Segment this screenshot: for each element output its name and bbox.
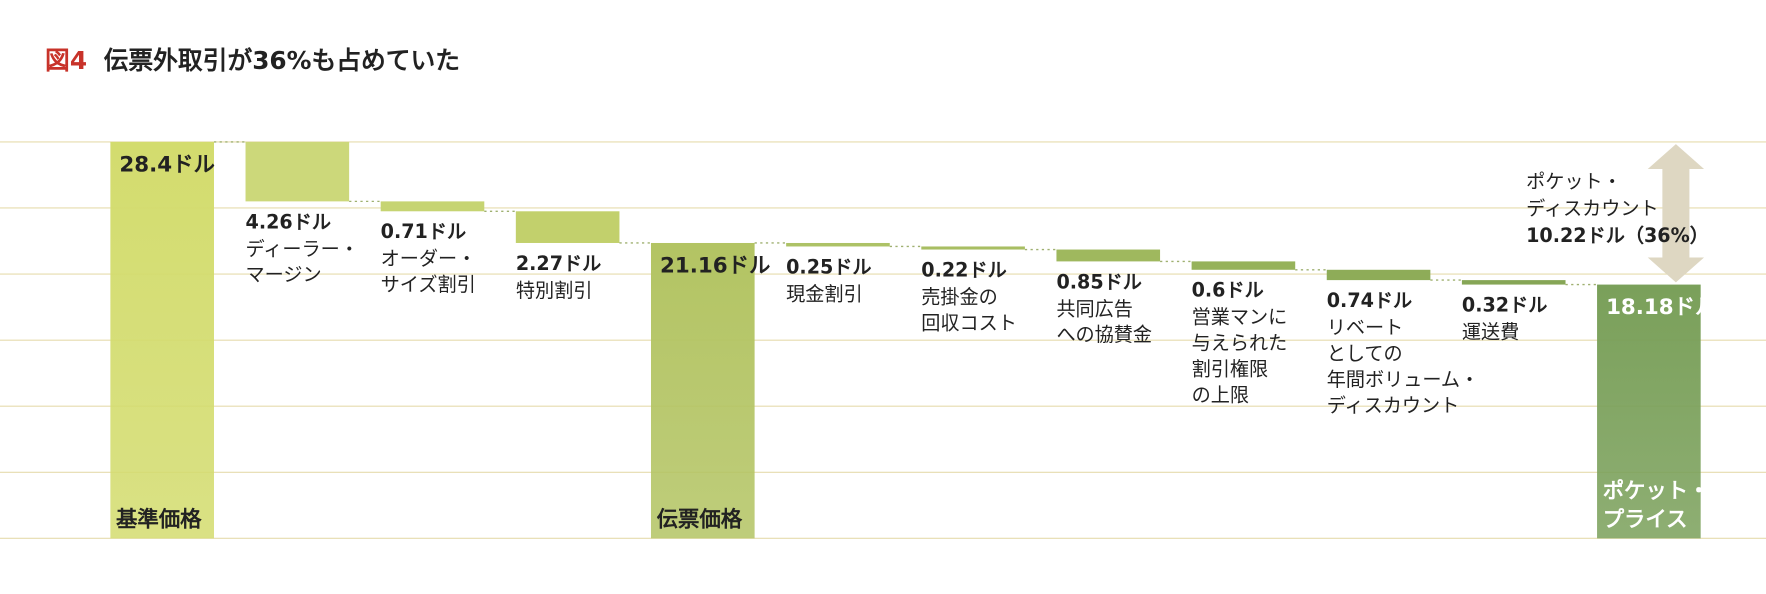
value-label: 0.85ドル — [1056, 270, 1141, 293]
category-label: 伝票価格 — [657, 506, 743, 532]
value-label: 21.16ドル — [660, 254, 770, 279]
annotation: ポケット・ — [1526, 170, 1622, 193]
value-label: 0.71ドル — [381, 220, 466, 243]
category-label: の上限 — [1192, 383, 1249, 406]
category-label: オーダー・ — [381, 247, 477, 270]
value-label: 28.4ドル — [119, 153, 215, 178]
category-label: 現金割引 — [786, 282, 862, 305]
bar — [1191, 261, 1296, 270]
annotation-arrow — [1647, 144, 1705, 283]
category-label: リベート — [1327, 316, 1404, 339]
category-label: マージン — [246, 263, 322, 286]
bar — [380, 201, 485, 212]
category-label: ポケット・ — [1603, 478, 1710, 504]
figure-label: 図4 — [45, 46, 87, 75]
category-label: ディスカウント — [1327, 394, 1460, 417]
bar — [245, 141, 350, 202]
category-label: 割引権限 — [1192, 358, 1269, 381]
value-label: 0.25ドル — [786, 255, 871, 278]
category-label: 営業マンに — [1192, 306, 1288, 329]
category-label: 年間ボリューム・ — [1327, 368, 1479, 391]
bar — [1461, 280, 1566, 285]
category-label: 与えられた — [1192, 332, 1288, 355]
value-label: 0.22ドル — [921, 258, 1006, 281]
category-label: サイズ割引 — [381, 273, 476, 296]
category-label: 運送費 — [1462, 321, 1519, 344]
category-label: ディーラー・ — [246, 237, 359, 260]
bar — [921, 246, 1025, 250]
bar — [786, 242, 890, 247]
category-label: プライス — [1603, 507, 1688, 532]
category-label: としての — [1327, 342, 1403, 365]
category-label: 共同広告 — [1056, 297, 1132, 320]
category-label: への協賛金 — [1056, 323, 1152, 346]
bar — [515, 211, 620, 243]
value-label: 0.6ドル — [1192, 279, 1264, 302]
value-label: 18.18ドル — [1606, 295, 1716, 320]
annotation: 10.22ドル（36%） — [1526, 224, 1709, 247]
annotation: ディスカウント — [1526, 197, 1659, 220]
chart-title: 伝票外取引が36%も占めていた — [104, 46, 460, 75]
category-label: 基準価格 — [116, 506, 202, 532]
bar — [1326, 269, 1431, 281]
value-label: 2.27ドル — [516, 252, 601, 275]
bar — [110, 141, 214, 539]
value-label: 0.32ドル — [1462, 293, 1547, 316]
category-label: 特別割引 — [516, 279, 593, 302]
value-label: 0.74ドル — [1327, 289, 1412, 312]
bar — [1056, 249, 1161, 262]
value-label: 4.26ドル — [246, 210, 331, 233]
category-label: 回収コスト — [921, 311, 1017, 334]
bar — [1597, 284, 1701, 539]
category-label: 売掛金の — [921, 285, 997, 308]
bar — [650, 242, 755, 539]
